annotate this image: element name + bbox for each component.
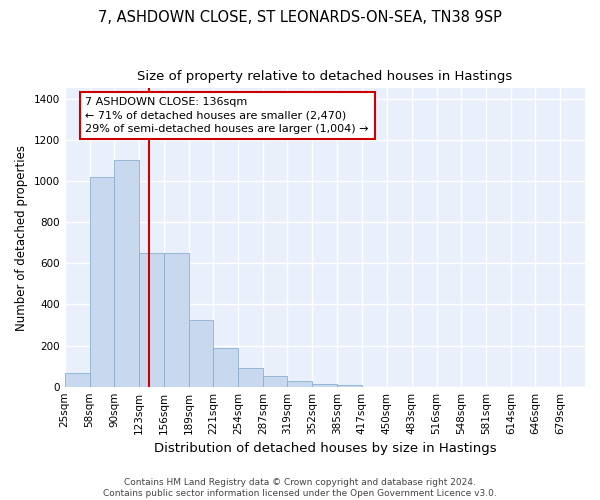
Bar xyxy=(313,384,337,386)
Bar xyxy=(213,348,238,387)
Bar xyxy=(337,384,362,386)
Bar xyxy=(139,253,164,386)
Bar xyxy=(287,380,313,386)
Text: 7, ASHDOWN CLOSE, ST LEONARDS-ON-SEA, TN38 9SP: 7, ASHDOWN CLOSE, ST LEONARDS-ON-SEA, TN… xyxy=(98,10,502,25)
Bar xyxy=(89,177,114,386)
Y-axis label: Number of detached properties: Number of detached properties xyxy=(15,144,28,330)
Bar xyxy=(164,253,189,386)
Text: 7 ASHDOWN CLOSE: 136sqm
← 71% of detached houses are smaller (2,470)
29% of semi: 7 ASHDOWN CLOSE: 136sqm ← 71% of detache… xyxy=(85,98,369,134)
Bar xyxy=(238,368,263,386)
Title: Size of property relative to detached houses in Hastings: Size of property relative to detached ho… xyxy=(137,70,512,83)
Bar xyxy=(263,376,287,386)
Bar xyxy=(114,160,139,386)
Bar xyxy=(189,320,213,386)
X-axis label: Distribution of detached houses by size in Hastings: Distribution of detached houses by size … xyxy=(154,442,496,455)
Text: Contains HM Land Registry data © Crown copyright and database right 2024.
Contai: Contains HM Land Registry data © Crown c… xyxy=(103,478,497,498)
Bar xyxy=(65,374,89,386)
